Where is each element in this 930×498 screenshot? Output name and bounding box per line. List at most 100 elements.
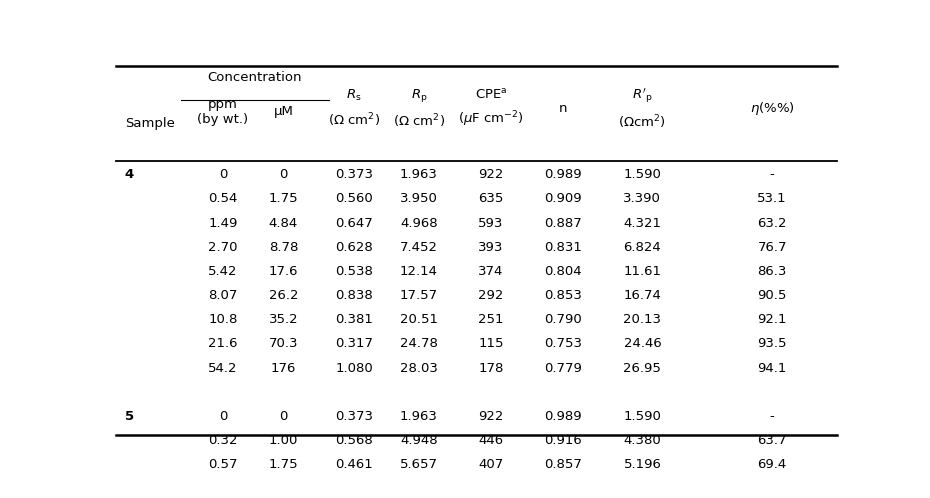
Text: Sample: Sample xyxy=(125,117,175,129)
Text: 1.75: 1.75 xyxy=(269,458,299,471)
Text: 17.57: 17.57 xyxy=(400,289,438,302)
Text: n: n xyxy=(559,102,567,115)
Text: 12.14: 12.14 xyxy=(400,265,438,278)
Text: 0.838: 0.838 xyxy=(335,289,373,302)
Text: 2.70: 2.70 xyxy=(208,241,238,254)
Text: 1.75: 1.75 xyxy=(269,192,299,206)
Text: 4.948: 4.948 xyxy=(400,434,438,447)
Text: 251: 251 xyxy=(478,313,504,326)
Text: 1.080: 1.080 xyxy=(335,362,373,374)
Text: 1.590: 1.590 xyxy=(623,168,661,181)
Text: Concentration: Concentration xyxy=(207,71,302,84)
Text: 0.54: 0.54 xyxy=(208,192,237,206)
Text: 24.78: 24.78 xyxy=(400,338,438,351)
Text: 8.07: 8.07 xyxy=(208,289,237,302)
Text: 635: 635 xyxy=(478,192,504,206)
Text: 0.373: 0.373 xyxy=(335,410,373,423)
Text: 374: 374 xyxy=(478,265,504,278)
Text: 20.51: 20.51 xyxy=(400,313,438,326)
Text: 0.804: 0.804 xyxy=(544,265,582,278)
Text: 5.196: 5.196 xyxy=(623,458,661,471)
Text: 0.317: 0.317 xyxy=(335,338,373,351)
Text: 0.853: 0.853 xyxy=(544,289,582,302)
Text: -: - xyxy=(770,410,775,423)
Text: 0.32: 0.32 xyxy=(208,434,238,447)
Text: 0.381: 0.381 xyxy=(335,313,373,326)
Text: 94.1: 94.1 xyxy=(757,362,787,374)
Text: 446: 446 xyxy=(478,434,504,447)
Text: 28.03: 28.03 xyxy=(400,362,438,374)
Text: 86.3: 86.3 xyxy=(757,265,787,278)
Text: 53.1: 53.1 xyxy=(757,192,787,206)
Text: 0.647: 0.647 xyxy=(335,217,373,230)
Text: 69.4: 69.4 xyxy=(758,458,787,471)
Text: 0.753: 0.753 xyxy=(544,338,582,351)
Text: 93.5: 93.5 xyxy=(757,338,787,351)
Text: 0.57: 0.57 xyxy=(208,458,238,471)
Text: 1.590: 1.590 xyxy=(623,410,661,423)
Text: 5.657: 5.657 xyxy=(400,458,438,471)
Text: 10.8: 10.8 xyxy=(208,313,237,326)
Text: 1.00: 1.00 xyxy=(269,434,299,447)
Text: 0.857: 0.857 xyxy=(544,458,582,471)
Text: 20.13: 20.13 xyxy=(623,313,661,326)
Text: -: - xyxy=(770,168,775,181)
Text: 0.461: 0.461 xyxy=(335,458,373,471)
Text: $R_{\mathrm{p}}$
($\Omega$ cm$^{2}$): $R_{\mathrm{p}}$ ($\Omega$ cm$^{2}$) xyxy=(393,87,445,130)
Text: 70.3: 70.3 xyxy=(269,338,299,351)
Text: 8.78: 8.78 xyxy=(269,241,299,254)
Text: 0.916: 0.916 xyxy=(544,434,582,447)
Text: 26.2: 26.2 xyxy=(269,289,299,302)
Text: $\eta$(%%): $\eta$(%%) xyxy=(750,100,794,117)
Text: 1.49: 1.49 xyxy=(208,217,237,230)
Text: 393: 393 xyxy=(478,241,504,254)
Text: 7.452: 7.452 xyxy=(400,241,438,254)
Text: 63.7: 63.7 xyxy=(757,434,787,447)
Text: 0.373: 0.373 xyxy=(335,168,373,181)
Text: 90.5: 90.5 xyxy=(757,289,787,302)
Text: 5: 5 xyxy=(125,410,134,423)
Text: 407: 407 xyxy=(478,458,504,471)
Text: 0.560: 0.560 xyxy=(335,192,373,206)
Text: 0.989: 0.989 xyxy=(544,410,582,423)
Text: 4: 4 xyxy=(125,168,134,181)
Text: CPE$^{\mathrm{a}}$
($\mu$F cm$^{-2}$): CPE$^{\mathrm{a}}$ ($\mu$F cm$^{-2}$) xyxy=(458,88,524,129)
Text: 21.6: 21.6 xyxy=(208,338,238,351)
Text: 0.790: 0.790 xyxy=(544,313,582,326)
Text: 3.390: 3.390 xyxy=(623,192,661,206)
Text: 0.989: 0.989 xyxy=(544,168,582,181)
Text: $R_{\mathrm{s}}$
($\Omega$ cm$^{2}$): $R_{\mathrm{s}}$ ($\Omega$ cm$^{2}$) xyxy=(328,88,380,129)
Text: 0.887: 0.887 xyxy=(544,217,582,230)
Text: 54.2: 54.2 xyxy=(208,362,238,374)
Text: 1.963: 1.963 xyxy=(400,168,438,181)
Text: 4.84: 4.84 xyxy=(269,217,299,230)
Text: 176: 176 xyxy=(271,362,296,374)
Text: 1.963: 1.963 xyxy=(400,410,438,423)
Text: 3.950: 3.950 xyxy=(400,192,438,206)
Text: 0: 0 xyxy=(219,168,227,181)
Text: 4.380: 4.380 xyxy=(623,434,661,447)
Text: 115: 115 xyxy=(478,338,504,351)
Text: 5.42: 5.42 xyxy=(208,265,238,278)
Text: 0.831: 0.831 xyxy=(544,241,582,254)
Text: 0: 0 xyxy=(279,410,287,423)
Text: 11.61: 11.61 xyxy=(623,265,661,278)
Text: 4.321: 4.321 xyxy=(623,217,661,230)
Text: 0.628: 0.628 xyxy=(335,241,373,254)
Text: 16.74: 16.74 xyxy=(623,289,661,302)
Text: 292: 292 xyxy=(478,289,504,302)
Text: 0.538: 0.538 xyxy=(335,265,373,278)
Text: 4.968: 4.968 xyxy=(400,217,438,230)
Text: 922: 922 xyxy=(478,168,504,181)
Text: $R'_{\mathrm{p}}$
($\Omega$cm$^{2}$): $R'_{\mathrm{p}}$ ($\Omega$cm$^{2}$) xyxy=(618,86,666,130)
Text: 6.824: 6.824 xyxy=(623,241,661,254)
Text: 35.2: 35.2 xyxy=(269,313,299,326)
Text: μM: μM xyxy=(273,105,293,118)
Text: 0: 0 xyxy=(219,410,227,423)
Text: 0.909: 0.909 xyxy=(544,192,582,206)
Text: 76.7: 76.7 xyxy=(757,241,787,254)
Text: 63.2: 63.2 xyxy=(757,217,787,230)
Text: 92.1: 92.1 xyxy=(757,313,787,326)
Text: 0.779: 0.779 xyxy=(544,362,582,374)
Text: 24.46: 24.46 xyxy=(623,338,661,351)
